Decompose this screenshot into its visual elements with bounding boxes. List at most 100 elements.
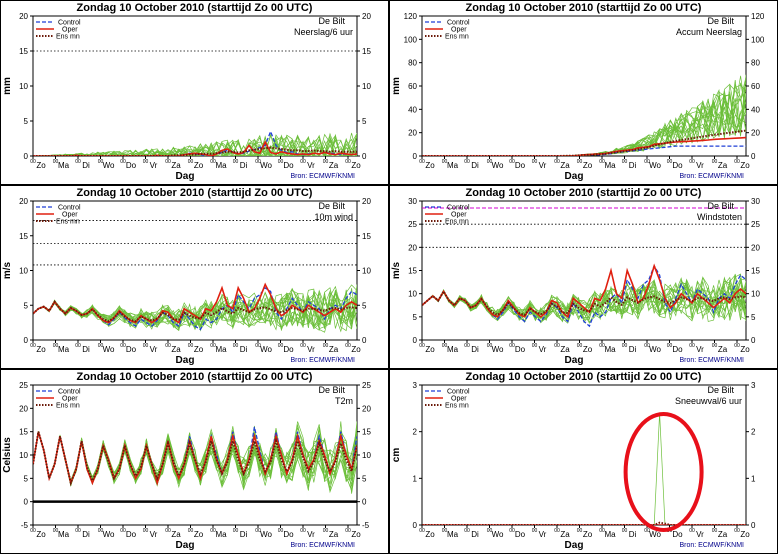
station-label: De Bilt [318, 201, 345, 211]
x-tick-hour-label: 00 [689, 528, 695, 534]
y-tick-label: 2 [413, 428, 418, 437]
x-tick-hour-label: 00 [554, 528, 560, 534]
x-day-label: Vr [539, 345, 547, 354]
x-day-label: Di [240, 530, 248, 539]
x-tick-hour-label: 00 [300, 343, 306, 349]
x-day-label: Wo [492, 345, 504, 354]
main-series [33, 426, 357, 487]
x-tick-hour-label: 00 [53, 159, 59, 165]
y-axis-label: mm [2, 77, 13, 95]
x-day-label: Do [283, 161, 294, 170]
x-tick-hour-label: 00 [464, 159, 470, 165]
x-tick-hour-label: 00 [210, 159, 216, 165]
x-day-label: Do [283, 345, 294, 354]
chart-title: Zondag 10 October 2010 (starttijd Zo 00 … [77, 371, 313, 383]
x-tick-hour-label: 00 [233, 343, 239, 349]
x-tick-hour-label: 00 [143, 528, 149, 534]
x-tick-hour-label: 00 [75, 528, 81, 534]
x-tick-hour-label: 00 [644, 528, 650, 534]
y-tick-label-right: 120 [751, 12, 765, 21]
x-day-label: Wo [492, 530, 504, 539]
ensemble-member-line [33, 288, 357, 327]
x-tick-hour-label: 00 [120, 343, 126, 349]
x-tick-hour-label: 00 [464, 343, 470, 349]
x-tick-hour-label: 00 [419, 343, 425, 349]
y-tick-label: 60 [408, 82, 417, 91]
y-tick-label: 20 [19, 197, 28, 206]
x-day-label: Do [672, 345, 683, 354]
x-day-label: Di [82, 345, 90, 354]
y-tick-label-right: 10 [362, 451, 371, 460]
x-tick-hour-label: 00 [53, 343, 59, 349]
y-tick-label: 15 [408, 267, 417, 276]
ensemble-member-line [33, 133, 357, 156]
y-tick-label-right: -5 [362, 521, 370, 530]
x-day-label: Wo [649, 161, 661, 170]
x-day-label: Ma [215, 161, 227, 170]
y-tick-label: 1 [413, 474, 418, 483]
ensemble-member-line [422, 96, 746, 156]
x-day-label: Vr [150, 345, 158, 354]
x-tick-hour-label: 00 [53, 528, 59, 534]
x-day-label: Do [283, 530, 294, 539]
x-tick-hour-label: 00 [323, 343, 329, 349]
station-label: De Bilt [707, 16, 734, 26]
x-day-label: Wo [492, 161, 504, 170]
panel-2: Zondag 10 October 2010 (starttijd Zo 00 … [389, 0, 778, 185]
x-tick-hour-label: 00 [278, 528, 284, 534]
x-tick-hour-label: 00 [667, 343, 673, 349]
x-day-label: Ma [58, 530, 70, 539]
station-label: De Bilt [707, 385, 734, 395]
x-tick-hour-label: 00 [734, 343, 740, 349]
x-tick-hour-label: 00 [323, 159, 329, 165]
y-tick-label-right: 25 [751, 220, 760, 229]
x-day-label: Wo [103, 530, 115, 539]
y-tick-label-right: 1 [751, 474, 756, 483]
series-ens-mn-line [422, 521, 746, 525]
series-oper-line [33, 140, 357, 156]
x-axis-label: Dag [565, 540, 584, 551]
x-tick-hour-label: 00 [30, 159, 36, 165]
x-day-label: Ma [215, 530, 227, 539]
y-tick-label: 5 [413, 313, 418, 322]
x-axis-label: Dag [176, 171, 195, 182]
y-tick-label-right: 15 [362, 428, 371, 437]
x-day-label: Za [718, 530, 728, 539]
y-tick-label: 10 [19, 82, 28, 91]
x-tick-hour-label: 00 [278, 343, 284, 349]
x-day-label: Zo [425, 530, 435, 539]
x-day-label: Di [240, 161, 248, 170]
ensemble-member-line [33, 134, 357, 156]
x-day-label: Vr [307, 161, 315, 170]
y-tick-label-right: 0 [362, 152, 367, 161]
x-day-label: Za [171, 530, 181, 539]
x-day-label: Vr [150, 530, 158, 539]
x-day-label: Vr [539, 530, 547, 539]
x-tick-hour-label: 00 [599, 528, 605, 534]
legend-label: Oper [451, 396, 467, 403]
x-tick-hour-label: 00 [734, 159, 740, 165]
x-tick-hour-label: 00 [599, 159, 605, 165]
legend-label: Control [447, 205, 470, 212]
y-tick-label: 25 [19, 381, 28, 390]
x-day-label: Zo [583, 345, 593, 354]
y-tick-label-right: 5 [362, 117, 367, 126]
x-tick-hour-label: 00 [419, 528, 425, 534]
y-tick-label: 120 [404, 12, 418, 21]
ensemble-member-line [33, 138, 357, 156]
source-label: Bron: ECMWF/KNMI [290, 357, 355, 364]
ensemble-member-line [422, 74, 746, 156]
y-tick-label: 100 [404, 35, 418, 44]
x-tick-hour-label: 00 [255, 343, 261, 349]
y-tick-label-right: 10 [751, 290, 760, 299]
y-tick-label: 0 [24, 336, 29, 345]
panel-3: Zondag 10 October 2010 (starttijd Zo 00 … [0, 185, 389, 369]
panel-frame [0, 185, 389, 369]
x-tick-hour-label: 00 [509, 343, 515, 349]
x-day-label: Wo [260, 161, 272, 170]
x-day-label: Zo [740, 161, 750, 170]
y-tick-label: -5 [21, 521, 29, 530]
chart-title: Zondag 10 October 2010 (starttijd Zo 00 … [466, 371, 702, 383]
highlight-ellipse [623, 412, 704, 532]
ensemble-member-line [33, 292, 357, 329]
